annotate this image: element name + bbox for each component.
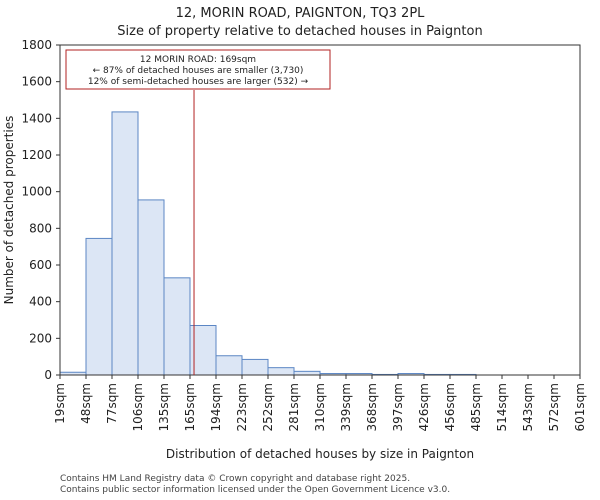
x-tick-label: 397sqm: [391, 383, 405, 431]
y-tick-label: 800: [29, 221, 52, 235]
x-axis-ticks: 19sqm 48sqm 77sqm 106sqm 135sqm 165sqm 194sqm 2…: [53, 375, 587, 431]
x-tick-label: 19sqm: [53, 383, 67, 424]
x-tick-label: 456sqm: [443, 383, 457, 431]
chart-title: 12, MORIN ROAD, PAIGNTON, TQ3 2PL: [176, 6, 426, 21]
x-tick-label: 194sqm: [209, 383, 223, 431]
plot-frame: [59, 44, 581, 376]
y-tick-label: 0: [44, 368, 52, 382]
bars-group: [59, 111, 477, 376]
y-tick-label: 1400: [21, 111, 52, 125]
annotation-line-1: 12 MORIN ROAD: 169sqm: [140, 55, 256, 65]
chart-subtitle: Size of property relative to detached ho…: [117, 24, 482, 39]
y-axis-ticks: 0 200 400 600 800 1000 1200 1400 1600 1800: [21, 38, 60, 382]
bar-281sqm: [293, 370, 321, 376]
footer-line-1: Contains HM Land Registry data © Crown c…: [60, 474, 411, 484]
x-tick-label: 485sqm: [469, 383, 483, 431]
x-tick-label: 223sqm: [235, 383, 249, 431]
bar-48sqm: [85, 237, 113, 376]
x-tick-label: 135sqm: [157, 383, 171, 431]
footer-line-2: Contains public sector information licen…: [60, 485, 451, 495]
y-tick-label: 1800: [21, 38, 52, 52]
x-tick-label: 252sqm: [261, 383, 275, 431]
annotation-box: [65, 49, 331, 90]
y-tick-label: 1200: [21, 148, 52, 162]
x-tick-label: 77sqm: [105, 383, 119, 424]
bar-135sqm: [163, 277, 191, 376]
bar-223sqm: [241, 358, 269, 376]
bar-252sqm: [267, 367, 295, 376]
x-tick-label: 48sqm: [79, 383, 93, 424]
bar-106sqm: [137, 199, 165, 376]
x-tick-label: 426sqm: [417, 383, 431, 431]
annotation-line-2: ← 87% of detached houses are smaller (3,…: [93, 66, 304, 76]
x-tick-label: 106sqm: [131, 383, 145, 431]
annotation-line-3: 12% of semi-detached houses are larger (…: [88, 77, 309, 87]
x-tick-label: 514sqm: [495, 383, 509, 431]
bar-194sqm: [215, 355, 243, 376]
y-tick-label: 200: [29, 331, 52, 345]
x-tick-label: 281sqm: [287, 383, 301, 431]
y-tick-label: 600: [29, 258, 52, 272]
x-axis-label: Distribution of detached houses by size …: [166, 447, 474, 461]
y-tick-label: 1600: [21, 75, 52, 89]
x-tick-label: 339sqm: [339, 383, 353, 431]
y-axis-label: Number of detached properties: [2, 116, 16, 305]
x-tick-label: 368sqm: [365, 383, 379, 431]
bar-77sqm: [111, 111, 139, 376]
x-tick-label: 601sqm: [573, 383, 587, 431]
x-tick-label: 543sqm: [521, 383, 535, 431]
y-tick-label: 400: [29, 295, 52, 309]
x-tick-label: 310sqm: [313, 383, 327, 431]
x-tick-label: 165sqm: [183, 383, 197, 431]
x-tick-label: 572sqm: [547, 383, 561, 431]
y-tick-label: 1000: [21, 185, 52, 199]
